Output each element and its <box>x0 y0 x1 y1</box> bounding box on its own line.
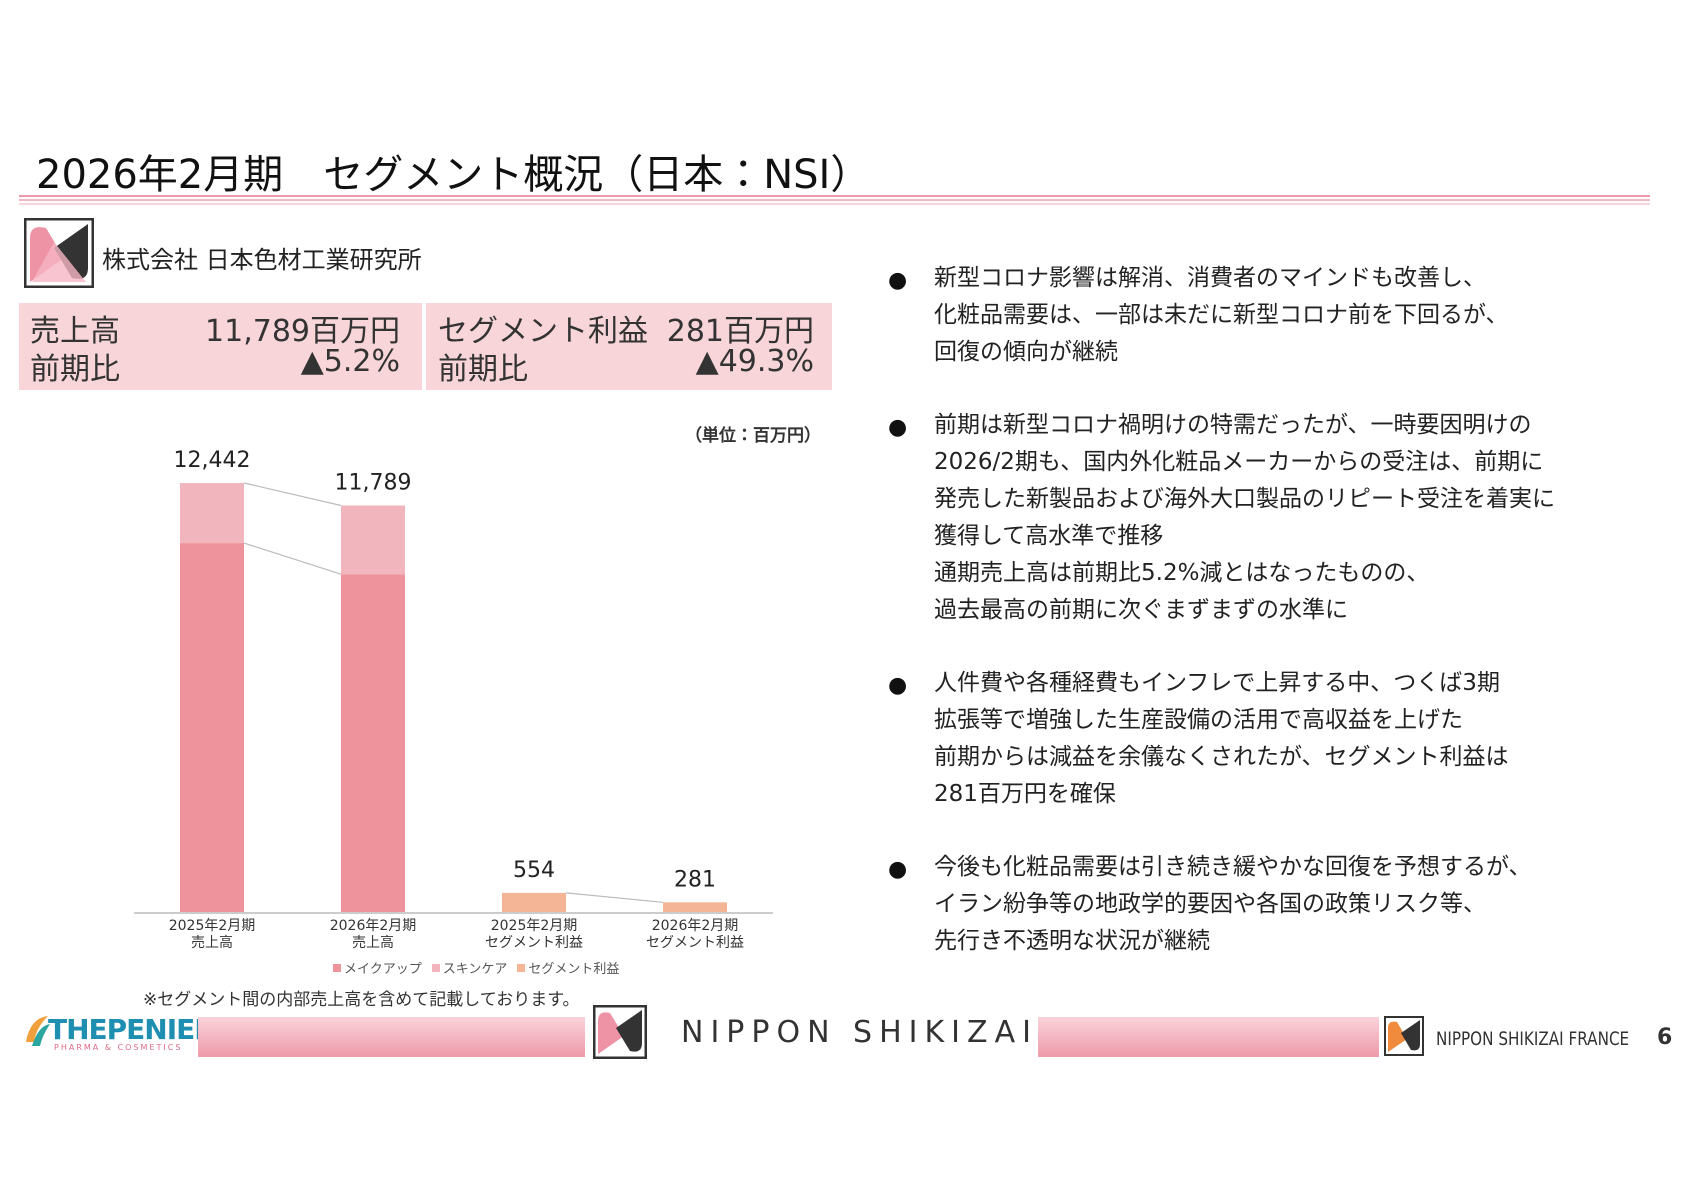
bullet-dot: ● <box>888 415 908 440</box>
legend-item: スキンケア <box>431 958 508 977</box>
legend-swatch <box>517 963 526 972</box>
legend-swatch <box>431 963 440 972</box>
legend-item: メイクアップ <box>333 958 422 977</box>
kpi-value: ▲5.2% <box>300 344 400 379</box>
kpi-label: 前期比 <box>30 352 120 387</box>
kpi-value: 11,789百万円 <box>205 314 400 349</box>
bullet-line: 281百万円を確保 <box>934 781 1116 807</box>
footer-band <box>1038 1017 1379 1057</box>
bullet-line: 過去最高の前期に次ぐまずまずの水準に <box>934 597 1348 623</box>
chart: 12,442 11,789 554 281 <box>134 448 773 914</box>
kpi-label: 売上高 <box>30 314 120 349</box>
bar <box>180 483 244 544</box>
company-logo <box>24 218 94 288</box>
data-label: 554 <box>513 858 555 883</box>
kpi-label: セグメント利益 <box>438 314 648 349</box>
connector <box>243 542 342 575</box>
legend-swatch <box>333 963 341 972</box>
kpi-box <box>19 303 422 390</box>
bullet-line: 人件費や各種経費もインフレで上昇する中、つくば3期 <box>934 670 1500 696</box>
bullet-line: 通期売上高は前期比5.2%減とはなったものの、 <box>934 560 1430 586</box>
kpi-box <box>426 303 832 390</box>
bullet-line: イラン紛争等の地政学的要因や各国の政策リスク等、 <box>934 891 1486 917</box>
page-number: 6 <box>1657 1025 1673 1050</box>
bullet-line: 2026/2期も、国内外化粧品メーカーからの受注は、前期に <box>934 449 1544 475</box>
unit-label: （単位：百万円） <box>685 426 821 446</box>
rule <box>19 199 1650 201</box>
bar <box>180 543 244 912</box>
kpi-value: ▲49.3% <box>695 344 814 379</box>
bar <box>502 892 566 912</box>
kpi-value: 281百万円 <box>666 314 814 349</box>
data-label: 281 <box>674 867 716 892</box>
bullet-dot: ● <box>888 673 908 698</box>
center-logo <box>593 1005 647 1059</box>
legend: メイクアップ スキンケア セグメント利益 <box>333 958 619 977</box>
title: 2026年2月期 セグメント概況（日本：NSI） <box>36 152 871 198</box>
bullet-line: 新型コロナ影響は解消、消費者のマインドも改善し、 <box>934 265 1486 291</box>
bullet-line: 前期は新型コロナ禍明けの特需だったが、一時要因明けの <box>934 412 1532 438</box>
bullet-dot: ● <box>888 268 908 293</box>
legend-item: セグメント利益 <box>517 958 619 977</box>
x-tick-label: 2026年2月期 セグメント利益 <box>646 918 744 951</box>
legend-label: スキンケア <box>442 962 508 977</box>
x-tick-label: 2025年2月期 セグメント利益 <box>485 918 583 951</box>
data-label: 12,442 <box>174 448 251 473</box>
bullet-line: 先行き不透明な状況が継続 <box>934 928 1210 954</box>
bullet-line: 拡張等で増強した生産設備の活用で高収益を上げた <box>934 707 1463 733</box>
bullet-line: 発売した新製品および海外大口製品のリピート受注を着実に <box>934 486 1555 512</box>
legend-label: セグメント利益 <box>528 962 620 977</box>
brand-icon <box>26 1016 50 1046</box>
bar <box>341 505 405 575</box>
bullet-dot: ● <box>888 857 908 882</box>
brand: NIPPON SHIKIZAI FRANCE <box>1436 1028 1630 1050</box>
company-name: 株式会社 日本色材工業研究所 <box>102 246 422 274</box>
kpi-label: 前期比 <box>438 352 528 387</box>
footer-band <box>198 1017 585 1057</box>
bullet-line: 獲得して高水準で推移 <box>934 523 1164 549</box>
connector <box>243 482 342 507</box>
france-logo <box>1384 1016 1424 1056</box>
bullet-line: 化粧品需要は、一部は未だに新型コロナ前を下回るが、 <box>934 302 1509 328</box>
rule <box>19 203 1650 205</box>
bullet-line: 今後も化粧品需要は引き続き緩やかな回復を予想するが、 <box>934 854 1532 880</box>
brand: NIPPON SHIKIZAI <box>681 1015 1038 1050</box>
x-tick-label: 2025年2月期 売上高 <box>168 918 256 951</box>
bullet-line: 前期からは減益を余儀なくされたが、セグメント利益は <box>934 744 1509 770</box>
brand-sub: PHARMA & COSMETICS <box>54 1043 183 1052</box>
connector <box>565 892 664 903</box>
legend-label: メイクアップ <box>344 962 422 977</box>
bullet-line: 回復の傾向が継続 <box>934 339 1118 365</box>
rule <box>19 195 1650 197</box>
note: ※セグメント間の内部売上高を含めて記載しております。 <box>143 990 580 1010</box>
bar <box>341 574 405 912</box>
bar <box>663 902 727 912</box>
x-tick-label: 2026年2月期 売上高 <box>329 918 417 951</box>
data-label: 11,789 <box>335 471 412 496</box>
brand: THEPENIER <box>48 1013 216 1046</box>
